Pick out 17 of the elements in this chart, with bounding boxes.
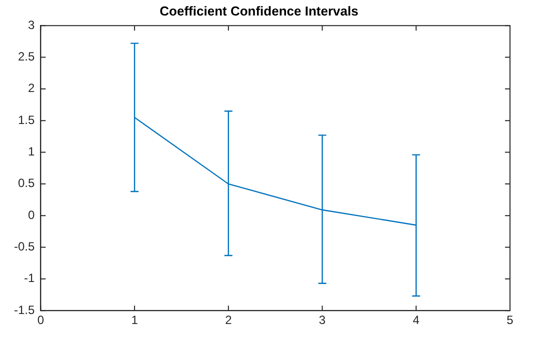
y-tick-label: 1.5: [18, 112, 35, 127]
y-tick-label: 2.5: [18, 50, 35, 64]
x-tick-label: 2: [225, 313, 232, 328]
x-tick-label: 0: [37, 313, 44, 328]
x-tick-label: 5: [506, 313, 514, 328]
y-tick-label: 1: [28, 144, 35, 159]
y-tick-label: 0.5: [18, 176, 35, 190]
x-tick-label: 1: [131, 313, 138, 328]
x-tick-label: 4: [412, 313, 420, 328]
y-tick-label: 3: [28, 18, 35, 32]
y-tick-label: -1.5: [14, 302, 35, 317]
y-tick-label: -1: [24, 271, 35, 286]
x-tick-label: 3: [318, 313, 326, 328]
chart-title: Coefficient Confidence Intervals: [160, 3, 358, 18]
y-tick-label: -0.5: [14, 240, 35, 254]
y-tick-label: 2: [28, 81, 35, 96]
y-tick-label: 0: [28, 208, 35, 222]
